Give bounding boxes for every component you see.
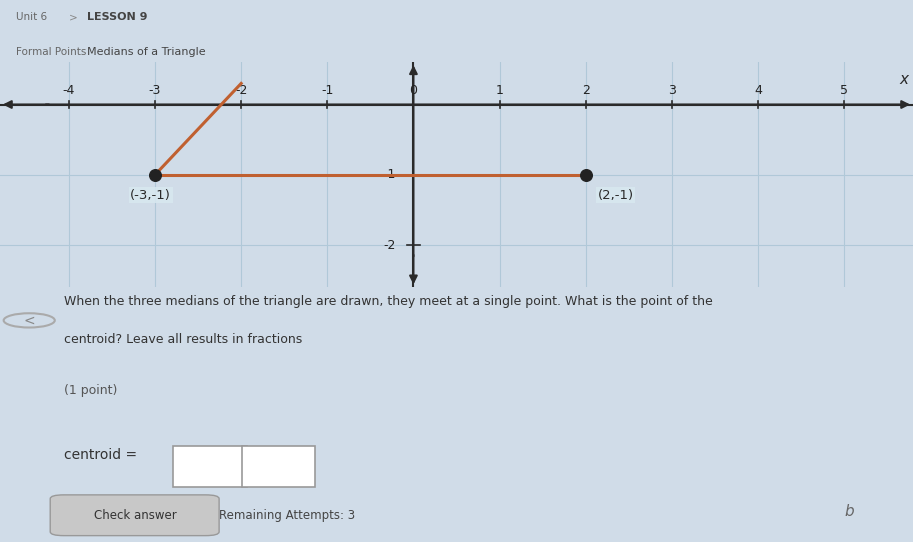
Text: 4: 4 (754, 85, 762, 98)
Text: -2: -2 (235, 85, 247, 98)
Text: Medians of a Triangle: Medians of a Triangle (87, 47, 205, 57)
FancyBboxPatch shape (242, 447, 315, 487)
Text: -1: -1 (383, 169, 396, 181)
Text: (1 point): (1 point) (64, 384, 117, 397)
Text: centroid? Leave all results in fractions: centroid? Leave all results in fractions (64, 333, 302, 346)
Text: b: b (845, 504, 854, 519)
Text: -3: -3 (149, 85, 162, 98)
Text: Remaining Attempts: 3: Remaining Attempts: 3 (219, 509, 355, 522)
Text: (-3,-1): (-3,-1) (131, 189, 171, 202)
Text: <: < (24, 313, 35, 327)
Text: 5: 5 (840, 85, 848, 98)
Text: (2,-1): (2,-1) (598, 189, 634, 202)
FancyBboxPatch shape (173, 447, 247, 487)
Text: Unit 6: Unit 6 (16, 12, 47, 22)
Text: LESSON 9: LESSON 9 (87, 12, 147, 22)
Text: When the three medians of the triangle are drawn, they meet at a single point. W: When the three medians of the triangle a… (64, 295, 713, 308)
Text: Check answer: Check answer (94, 509, 176, 522)
Text: >: > (68, 12, 78, 22)
Text: 1: 1 (496, 85, 503, 98)
Text: Formal Points: Formal Points (16, 47, 87, 57)
Point (579, 170, 593, 179)
Text: centroid =: centroid = (64, 448, 137, 462)
Text: -2: -2 (383, 238, 396, 251)
Point (148, 170, 163, 179)
Text: -1: -1 (321, 85, 333, 98)
Text: 3: 3 (668, 85, 676, 98)
Text: 2: 2 (582, 85, 590, 98)
Text: x: x (900, 72, 908, 87)
Text: 0: 0 (409, 85, 417, 98)
FancyBboxPatch shape (50, 495, 219, 535)
Text: -4: -4 (63, 85, 75, 98)
